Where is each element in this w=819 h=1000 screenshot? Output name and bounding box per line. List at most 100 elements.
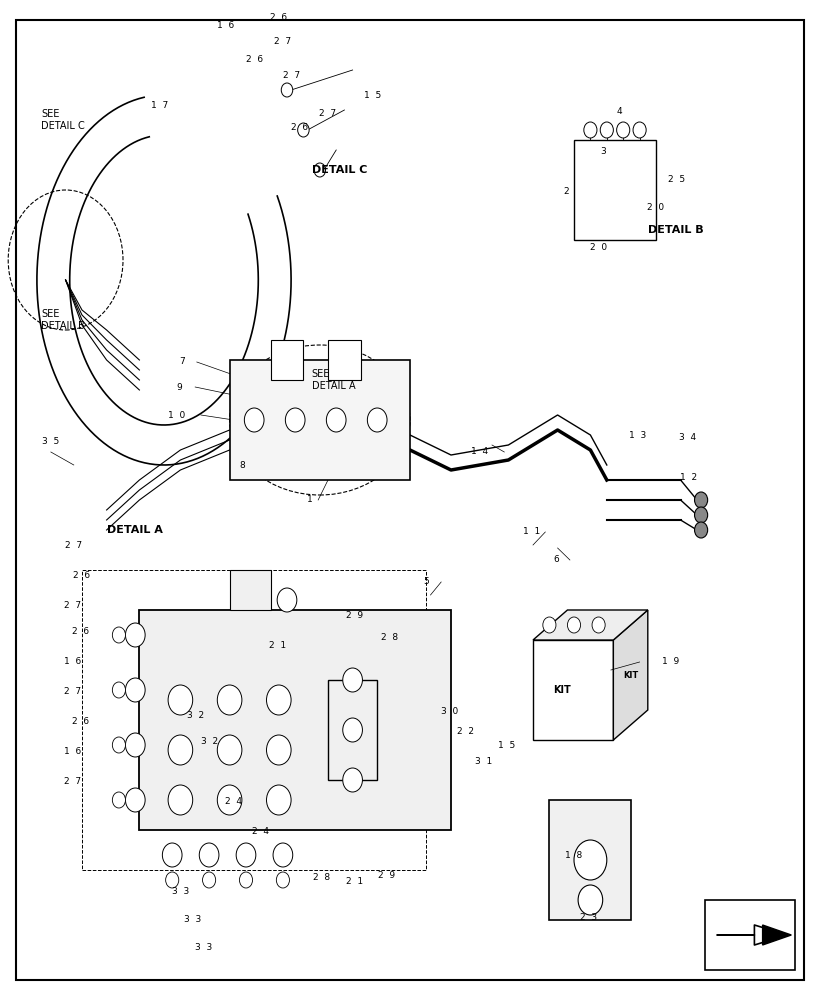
Text: 2  0: 2 0: [590, 243, 606, 252]
Circle shape: [125, 678, 145, 702]
Text: 3  0: 3 0: [440, 708, 458, 716]
Bar: [328, 680, 377, 780]
Text: 2  5: 2 5: [667, 176, 684, 184]
Circle shape: [168, 685, 192, 715]
Text: 2  7: 2 7: [64, 778, 80, 786]
Circle shape: [542, 617, 555, 633]
Text: 2  6: 2 6: [270, 13, 287, 22]
Text: 1  9: 1 9: [661, 658, 679, 666]
Text: 2  8: 2 8: [381, 634, 397, 643]
Text: 1  5: 1 5: [497, 740, 515, 750]
Circle shape: [112, 627, 125, 643]
Circle shape: [244, 408, 264, 432]
Circle shape: [125, 788, 145, 812]
Circle shape: [342, 768, 362, 792]
Text: 1  3: 1 3: [628, 430, 646, 440]
Bar: [270, 340, 303, 380]
Text: 2  6: 2 6: [72, 718, 88, 726]
Text: 8: 8: [238, 460, 245, 470]
Circle shape: [694, 507, 707, 523]
Text: 2  7: 2 7: [64, 688, 80, 696]
Bar: [229, 570, 270, 610]
Circle shape: [125, 733, 145, 757]
Circle shape: [199, 843, 219, 867]
Circle shape: [573, 840, 606, 880]
Bar: [139, 610, 450, 830]
Circle shape: [168, 735, 192, 765]
Polygon shape: [532, 610, 647, 640]
Text: 2  6: 2 6: [291, 123, 307, 132]
Text: 2  6: 2 6: [246, 55, 262, 64]
Text: 2  4: 2 4: [252, 828, 269, 836]
Text: KIT: KIT: [622, 670, 637, 680]
Text: 3  3: 3 3: [171, 888, 189, 896]
Circle shape: [236, 843, 256, 867]
Circle shape: [266, 785, 291, 815]
Text: 2  1: 2 1: [269, 641, 285, 650]
Circle shape: [297, 123, 309, 137]
Text: 2: 2: [563, 188, 568, 196]
Text: 3  2: 3 2: [187, 710, 203, 720]
Text: DETAIL A: DETAIL A: [106, 525, 162, 535]
Bar: [573, 140, 655, 240]
Polygon shape: [613, 610, 647, 740]
Circle shape: [217, 735, 242, 765]
Text: 2  7: 2 7: [64, 600, 80, 609]
Circle shape: [165, 872, 179, 888]
Text: 2  7: 2 7: [319, 108, 336, 117]
Text: 2  2: 2 2: [457, 728, 473, 736]
Bar: [549, 800, 631, 920]
Text: 2  6: 2 6: [72, 628, 88, 637]
Text: 5: 5: [423, 578, 429, 586]
Circle shape: [583, 122, 596, 138]
Text: 3  1: 3 1: [474, 758, 492, 766]
Text: 3: 3: [599, 147, 605, 156]
Circle shape: [285, 408, 305, 432]
Bar: [532, 640, 613, 740]
Circle shape: [112, 737, 125, 753]
Circle shape: [276, 872, 289, 888]
Text: 3  3: 3 3: [183, 916, 201, 924]
Text: 1  8: 1 8: [564, 850, 582, 859]
Text: SEE
DETAIL A: SEE DETAIL A: [311, 369, 355, 391]
Text: SEE
DETAIL C: SEE DETAIL C: [41, 109, 84, 131]
Text: 2  7: 2 7: [283, 70, 299, 80]
Circle shape: [217, 685, 242, 715]
Text: KIT: KIT: [552, 685, 570, 695]
Circle shape: [616, 122, 629, 138]
Circle shape: [266, 735, 291, 765]
Text: 9: 9: [175, 382, 182, 391]
Circle shape: [694, 492, 707, 508]
Text: 2  4: 2 4: [225, 798, 242, 806]
Text: 1  6: 1 6: [216, 20, 234, 29]
Circle shape: [168, 785, 192, 815]
Circle shape: [567, 617, 580, 633]
Text: 1  4: 1 4: [471, 448, 487, 456]
Circle shape: [266, 685, 291, 715]
Text: 3  2: 3 2: [201, 738, 217, 746]
Circle shape: [112, 682, 125, 698]
Bar: [82, 570, 426, 870]
Circle shape: [125, 623, 145, 647]
Text: 3  3: 3 3: [194, 944, 212, 952]
Circle shape: [112, 792, 125, 808]
Text: 1  2: 1 2: [680, 473, 696, 482]
Text: 1: 1: [306, 495, 313, 504]
Circle shape: [694, 522, 707, 538]
Text: 1  5: 1 5: [364, 91, 382, 100]
Text: 1  6: 1 6: [63, 748, 81, 756]
Bar: [328, 340, 360, 380]
Circle shape: [326, 408, 346, 432]
Text: 2  3: 2 3: [580, 914, 596, 922]
Text: 1  7: 1 7: [151, 101, 169, 109]
Circle shape: [577, 885, 602, 915]
Text: 2  7: 2 7: [66, 540, 82, 550]
Bar: [704, 900, 794, 970]
Text: 2  1: 2 1: [346, 878, 362, 886]
Text: 2  9: 2 9: [346, 610, 362, 619]
Circle shape: [277, 588, 296, 612]
Circle shape: [342, 718, 362, 742]
Circle shape: [162, 843, 182, 867]
Circle shape: [600, 122, 613, 138]
Text: 2  9: 2 9: [378, 870, 395, 880]
